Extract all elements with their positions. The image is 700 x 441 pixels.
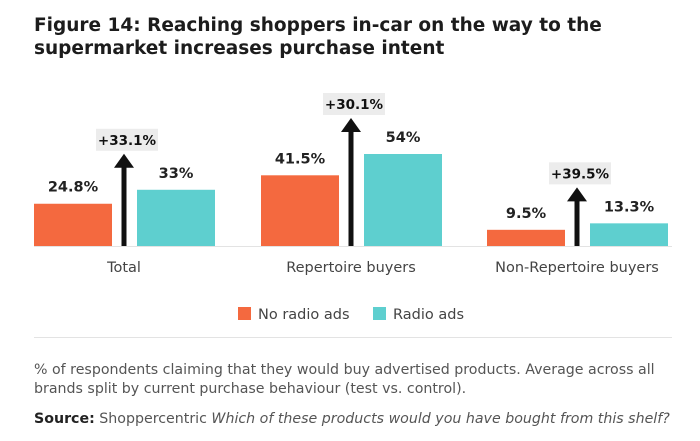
footnote: % of respondents claiming that they woul…: [34, 362, 655, 397]
legend-label-no-radio-ads: No radio ads: [258, 307, 350, 323]
uplift-badge-repertoire-buyers: [323, 93, 385, 115]
bar-total-radio-ads: [137, 189, 215, 246]
bar-repertoire-buyers-radio-ads: [364, 154, 442, 246]
uplift-arrow-head-total: [114, 153, 134, 168]
data-label-total-radio-ads: 33%: [159, 166, 194, 182]
uplift-arrow-head-repertoire-buyers: [341, 118, 361, 132]
data-label-total-no-radio-ads: 24.8%: [48, 180, 99, 196]
source-label: Source:: [34, 411, 95, 427]
uplift-badge-non-repertoire-buyers: [549, 162, 611, 185]
bar-total-no-radio-ads: [34, 203, 112, 246]
bar-chart: 24.8% 33% +33.1% Total 41.5% 54% +30.1% Reperto…: [34, 93, 672, 323]
legend: No radio ads Radio ads: [238, 307, 464, 323]
category-label-repertoire-buyers: Repertoire buyers: [286, 260, 416, 276]
uplift-badge-total: [96, 128, 158, 151]
chart-marks: 24.8% 33% +33.1% Total 41.5% 54% +30.1% Reperto…: [34, 93, 668, 276]
source-question: Which of these products would you have b…: [211, 411, 670, 427]
data-label-repertoire-buyers-radio-ads: 54%: [386, 130, 421, 146]
uplift-label-non-repertoire-buyers: +39.5%: [551, 166, 610, 182]
legend-swatch-no-radio-ads: [238, 307, 251, 320]
data-label-non-repertoire-buyers-radio-ads: 13.3%: [604, 199, 655, 215]
data-label-repertoire-buyers-no-radio-ads: 41.5%: [275, 151, 326, 167]
legend-label-radio-ads: Radio ads: [393, 307, 464, 323]
uplift-arrow-head-non-repertoire-buyers: [567, 187, 587, 202]
source-note: Source: Shoppercentric Which of these pr…: [34, 410, 674, 429]
bar-repertoire-buyers-no-radio-ads: [261, 175, 339, 246]
source-text: Shoppercentric: [99, 411, 207, 427]
legend-divider: [34, 337, 672, 338]
bar-non-repertoire-buyers-no-radio-ads: [487, 229, 565, 246]
legend-swatch-radio-ads: [373, 307, 386, 320]
category-label-total: Total: [106, 260, 141, 276]
category-label-non-repertoire-buyers: Non-Repertoire buyers: [495, 260, 659, 276]
bar-non-repertoire-buyers-radio-ads: [590, 223, 668, 246]
uplift-label-repertoire-buyers: +30.1%: [325, 97, 384, 113]
uplift-label-total: +33.1%: [98, 133, 157, 149]
chart-title: Figure 14: Reaching shoppers in-car on t…: [34, 15, 602, 59]
data-label-non-repertoire-buyers-no-radio-ads: 9.5%: [506, 206, 547, 222]
